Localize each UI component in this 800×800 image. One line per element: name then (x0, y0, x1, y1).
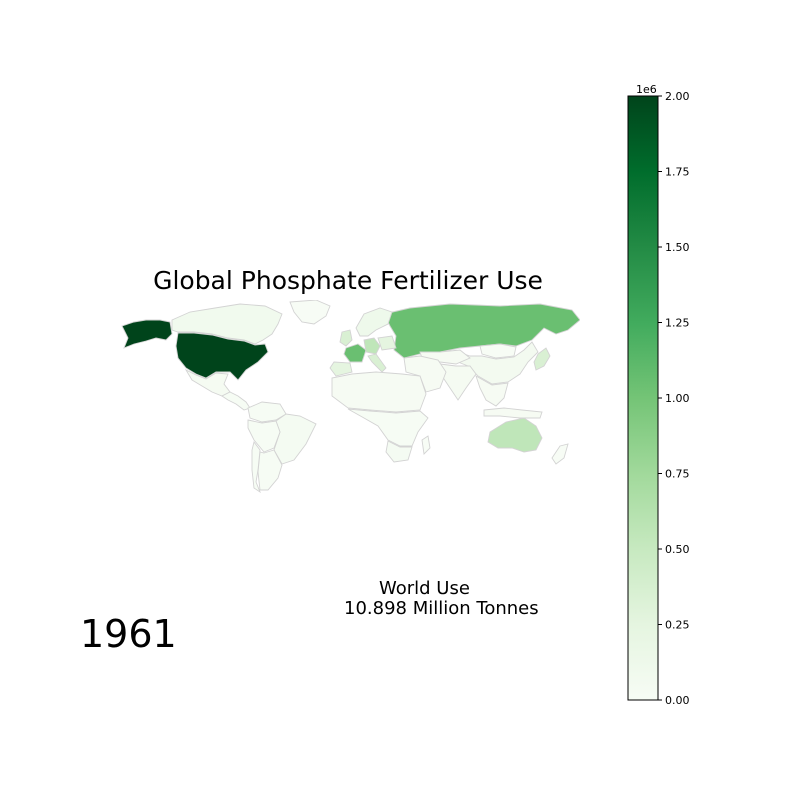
country-chile (251, 440, 261, 494)
country-india (439, 363, 477, 401)
country-germany (363, 337, 381, 355)
colorbar-tick-label: 1.00 (665, 392, 690, 405)
country-middle-east (403, 355, 447, 393)
country-united-kingdom (339, 329, 353, 347)
colorbar-tick-label: 0.50 (665, 543, 690, 556)
country-australia (487, 417, 543, 453)
country-north-africa (331, 371, 427, 413)
colorbar-multiplier: 1e6 (636, 83, 657, 96)
country-scandinavia (355, 307, 393, 337)
country-peru-bolivia (247, 419, 281, 453)
country-mongolia (479, 343, 517, 359)
country-alaska (121, 319, 173, 349)
country-italy (367, 353, 387, 373)
world-choropleth-map (121, 300, 580, 494)
country-southeast-asia (475, 375, 509, 407)
country-south-africa (385, 440, 413, 463)
country-greenland (289, 300, 331, 325)
country-central-america (221, 391, 251, 411)
year-label: 1961 (80, 612, 177, 656)
world-use-value: 10.898 Million Tonnes (344, 598, 539, 619)
colorbar-tick-label: 1.75 (665, 166, 690, 179)
colorbar-tick-label: 0.00 (665, 694, 690, 707)
country-new-zealand (551, 443, 569, 465)
country-canada (171, 303, 283, 345)
colorbar-tick-label: 0.75 (665, 468, 690, 481)
country-madagascar (421, 435, 431, 455)
country-united-states (175, 332, 269, 381)
country-sub-saharan-africa (347, 408, 429, 447)
country-poland (377, 335, 397, 351)
map-title: Global Phosphate Fertilizer Use (153, 266, 543, 295)
colorbar-tick-label: 1.50 (665, 241, 690, 254)
colorbar-tick-label: 1.25 (665, 317, 690, 330)
country-spain (329, 361, 353, 377)
country-france (343, 343, 367, 363)
country-japan (533, 347, 551, 371)
colorbar-gradient (627, 95, 659, 701)
country-colombia-venezuela (247, 401, 287, 423)
colorbar-tick-label: 2.00 (665, 90, 690, 103)
country-soviet-union (383, 303, 580, 359)
colorbar: 1e6 0.00 0.25 0.50 0.75 1.00 1.25 1.50 1.75 2.00 (627, 83, 690, 707)
world-use-label: World Use (379, 578, 470, 599)
country-brazil (273, 413, 317, 465)
country-mexico (184, 368, 231, 397)
colorbar-tick-label: 0.25 (665, 619, 690, 632)
country-indonesia (483, 407, 543, 419)
